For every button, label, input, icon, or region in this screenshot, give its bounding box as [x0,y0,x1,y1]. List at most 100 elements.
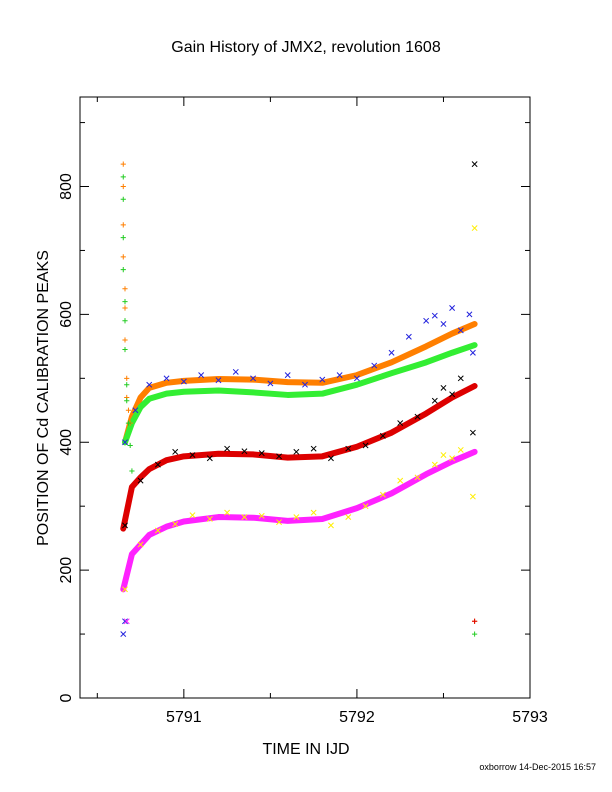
series-point [181,389,187,395]
series-point [120,183,126,190]
series-point [293,514,300,521]
series-point [319,516,325,522]
series-point [172,448,179,455]
series-point [284,372,291,379]
series-point [354,372,360,378]
series-point [122,439,128,446]
series-point [163,375,170,382]
series-point [319,380,325,386]
series-point [122,318,128,324]
series-point [472,449,478,455]
series-point [302,381,308,388]
series-point [336,372,343,379]
series-point [206,516,213,522]
series-point [472,342,478,348]
x-axis-label: TIME IN IJD [262,741,349,758]
series-point [285,518,291,524]
series-point [440,321,447,327]
outlier-point [472,618,478,624]
series-point [122,298,128,305]
series-point [388,359,395,365]
series-point [397,477,404,484]
series-point [414,474,421,481]
x-axis: 5791 5792 5793 [96,97,548,726]
series-point [354,382,360,388]
series-point [423,471,429,477]
series-point [163,457,170,463]
outlier-point [122,618,128,625]
series-point [154,461,161,468]
series-point [449,305,456,311]
series-point [457,327,464,334]
x-tick-label: 5792 [339,709,375,726]
series-point [250,515,256,521]
outlier-point [120,631,127,638]
series-point [122,305,128,311]
series-point [310,509,317,516]
series-point [258,512,265,519]
y-tick-label: 600 [58,301,75,328]
series-point [120,267,126,273]
series-point [137,477,144,484]
series-point [122,522,128,529]
series-point [388,430,395,436]
series-point [319,453,325,459]
series-point [189,512,196,519]
series-point [472,631,478,637]
series-point [146,396,152,402]
series-point [345,514,352,521]
series-point [250,451,256,458]
series-point [472,383,478,389]
series-point [206,455,213,462]
series-point [449,458,455,465]
series-point [163,391,170,397]
series-point [241,448,248,455]
y-axis: 0 200 400 600 800 [58,122,530,702]
series-point [250,389,256,395]
series-point [472,321,478,327]
series-point [127,442,133,449]
series-point [449,391,456,398]
series-point [319,376,326,383]
series-point [129,551,135,557]
y-tick-label: 0 [58,693,75,702]
series-point [137,404,144,410]
series-point [122,346,128,353]
series-point [388,370,395,376]
series-point [122,286,128,292]
chart-title: Gain History of JMX2, revolution 1608 [171,39,441,56]
series-point [250,375,257,382]
series-point [449,394,455,401]
series-line [122,342,478,446]
series-point [137,541,144,548]
series-point [371,362,378,369]
series-point [181,453,187,459]
series-point [120,174,126,180]
series-point [198,372,205,379]
series-point [353,375,360,382]
series-point [449,350,455,356]
series-point [469,349,476,356]
series-point [120,235,126,241]
series-point [449,330,455,337]
series-point [471,161,478,168]
series-line [120,448,478,593]
series-point [466,311,473,318]
series-point [215,387,222,394]
series-point [354,505,360,511]
series-point [379,491,386,498]
series-point [125,407,132,413]
series-point [293,448,300,455]
series-point [137,474,144,481]
series-point [397,420,404,427]
series-point [414,413,421,420]
series-point [345,445,352,452]
plot-frame [79,96,531,699]
series-point [146,381,153,388]
series-point [137,394,144,401]
series-point [146,466,152,472]
series-point [423,359,429,365]
series-point [388,349,395,356]
series-point [471,225,478,232]
